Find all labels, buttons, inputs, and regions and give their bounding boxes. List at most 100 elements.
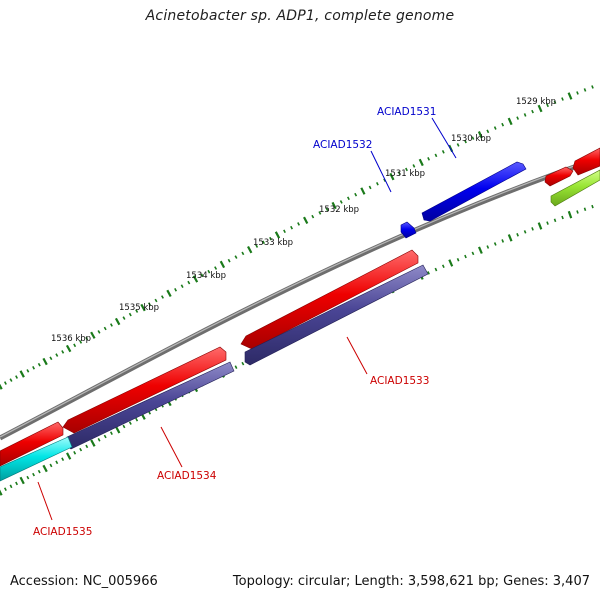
ruler-minor-tick bbox=[501, 239, 505, 243]
ruler-minor-tick bbox=[493, 242, 497, 246]
ruler-minor-tick bbox=[79, 447, 83, 452]
ruler-minor-tick bbox=[15, 375, 19, 379]
ruler-minor-tick bbox=[79, 340, 83, 344]
ruler-minor-tick bbox=[269, 236, 273, 241]
ruler-minor-tick bbox=[486, 245, 490, 249]
accession-text: Accession: NC_005966 bbox=[10, 574, 158, 589]
ruler-minor-tick bbox=[128, 312, 132, 317]
ruler-major-tick bbox=[192, 275, 199, 283]
feature-label[interactable]: ACIAD1531 bbox=[377, 106, 436, 118]
ruler-minor-tick bbox=[234, 365, 238, 369]
ruler-minor-tick bbox=[346, 196, 350, 201]
feature-label[interactable]: ACIAD1533 bbox=[370, 375, 429, 387]
ruler-minor-tick bbox=[73, 451, 77, 455]
ruler-minor-tick bbox=[397, 171, 401, 175]
ruler-minor-tick bbox=[375, 182, 379, 186]
tick-label: 1536 kbp bbox=[51, 334, 91, 344]
ruler-minor-tick bbox=[531, 227, 534, 231]
ruler-minor-tick bbox=[464, 139, 467, 144]
ruler-major-tick bbox=[537, 222, 543, 230]
ruler-major-tick bbox=[219, 260, 226, 269]
ruler-minor-tick bbox=[297, 222, 301, 226]
feature-aciad1532[interactable] bbox=[400, 221, 417, 239]
ruler-minor-tick bbox=[434, 153, 438, 158]
ruler-minor-tick bbox=[55, 460, 59, 465]
ruler-minor-tick bbox=[523, 230, 527, 234]
feature-labels: ACIAD1531 ACIAD1532 ACIAD1533 ACIAD1534 … bbox=[33, 106, 436, 538]
feature-aciad1534-slate[interactable] bbox=[66, 361, 235, 450]
ruler-minor-tick bbox=[85, 336, 89, 341]
ruler-minor-tick bbox=[37, 362, 41, 367]
ruler-major-tick bbox=[537, 104, 543, 113]
ruler-minor-tick bbox=[26, 369, 30, 373]
feature-aciad1534-red[interactable] bbox=[62, 346, 227, 434]
label-leaders bbox=[37, 117, 457, 521]
ruler-major-tick bbox=[418, 158, 424, 167]
ruler-major-tick bbox=[0, 489, 3, 496]
tick-label: 1534 kbp bbox=[186, 271, 226, 281]
ruler-minor-tick bbox=[9, 378, 13, 382]
ruler-major-tick bbox=[507, 117, 513, 126]
ruler-minor-tick bbox=[283, 229, 286, 234]
ruler-major-tick bbox=[477, 246, 483, 254]
ruler-outer bbox=[0, 85, 594, 390]
ruler-minor-tick bbox=[241, 361, 245, 366]
feature-aciad1535-red[interactable] bbox=[0, 421, 64, 467]
ruler-minor-tick bbox=[55, 353, 59, 357]
ruler-minor-tick bbox=[405, 167, 408, 172]
ruler-major-tick bbox=[19, 370, 25, 378]
ruler-major-tick bbox=[140, 303, 146, 312]
tick-label: 1533 kbp bbox=[253, 238, 293, 248]
ruler-minor-tick bbox=[311, 214, 315, 219]
ruler-major-tick bbox=[567, 210, 573, 219]
ruler-major-tick bbox=[0, 383, 3, 390]
ruler-minor-tick bbox=[583, 88, 587, 92]
feature-cyan[interactable] bbox=[0, 436, 73, 482]
ruler-minor-tick bbox=[103, 434, 107, 439]
ruler-major-tick bbox=[66, 452, 72, 460]
ruler-major-tick bbox=[507, 234, 513, 242]
genome-summary-text: Topology: circular; Length: 3,598,621 bp… bbox=[232, 574, 590, 589]
ruler-minor-tick bbox=[501, 122, 505, 127]
ruler-major-tick bbox=[114, 317, 121, 326]
ruler-minor-tick bbox=[234, 255, 238, 259]
feature-aciad1533-red[interactable] bbox=[240, 249, 419, 350]
ruler-minor-tick bbox=[471, 136, 475, 140]
ruler-minor-tick bbox=[37, 469, 41, 474]
feature-lime-right[interactable] bbox=[550, 169, 600, 207]
ruler-minor-tick bbox=[97, 330, 101, 334]
ruler-major-tick bbox=[360, 187, 366, 195]
ruler-minor-tick bbox=[576, 91, 579, 95]
ruler-minor-tick bbox=[290, 225, 294, 230]
feature-aciad1533-slate[interactable] bbox=[244, 264, 429, 366]
ruler-minor-tick bbox=[3, 381, 7, 385]
feature-label[interactable]: ACIAD1534 bbox=[157, 470, 217, 482]
ruler-minor-tick bbox=[207, 269, 211, 274]
ruler-minor-tick bbox=[49, 463, 53, 468]
ruler-major-tick bbox=[65, 344, 72, 353]
ruler-minor-tick bbox=[49, 356, 53, 361]
ruler-minor-tick bbox=[456, 143, 460, 147]
ruler-minor-tick bbox=[516, 233, 519, 237]
ruler-minor-tick bbox=[148, 302, 151, 306]
ruler-minor-tick bbox=[368, 185, 372, 190]
ruler-minor-tick bbox=[583, 207, 587, 212]
ruler-minor-tick bbox=[441, 264, 445, 269]
ruler-minor-tick bbox=[103, 326, 107, 331]
feature-red-right[interactable] bbox=[544, 147, 600, 187]
ruler-minor-tick bbox=[493, 126, 497, 130]
ruler-minor-tick bbox=[255, 244, 259, 248]
ruler-minor-tick bbox=[200, 273, 204, 278]
ruler-minor-tick bbox=[561, 97, 564, 101]
ruler-minor-tick bbox=[9, 484, 13, 489]
genome-backbone bbox=[0, 155, 600, 441]
ruler-minor-tick bbox=[154, 298, 158, 303]
feature-label[interactable]: ACIAD1532 bbox=[313, 139, 372, 151]
ruler-minor-tick bbox=[85, 444, 89, 449]
ruler-minor-tick bbox=[128, 421, 132, 425]
tick-label: 1529 kbp bbox=[516, 97, 556, 107]
ruler-major-tick bbox=[331, 201, 337, 210]
feature-label[interactable]: ACIAD1535 bbox=[33, 526, 92, 538]
feature-aciad1531[interactable] bbox=[421, 161, 527, 222]
